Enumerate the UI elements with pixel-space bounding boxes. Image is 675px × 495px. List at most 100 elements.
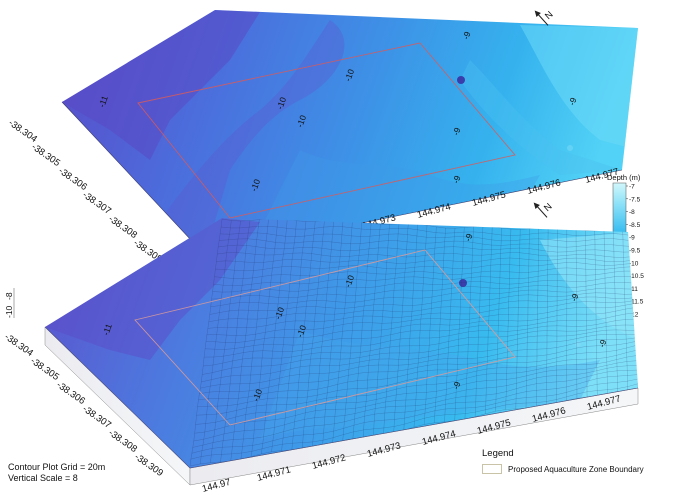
mesh-line [352, 223, 372, 439]
mesh-line [261, 219, 288, 454]
top-contour-label: -10 [274, 95, 288, 110]
mesh-line [210, 220, 241, 463]
colorbar-tick-label: -10.5 [629, 273, 644, 280]
mesh-line [393, 223, 409, 434]
mesh-line [301, 220, 325, 450]
mesh-line [250, 218, 279, 457]
bottom-contour-label: -9 [596, 338, 608, 349]
top-contour-label: -10 [248, 177, 262, 192]
bottom-lat-tick: -38.304 [2, 331, 35, 358]
mesh-grid [189, 218, 638, 467]
mesh-line [212, 276, 634, 293]
mesh-line [192, 374, 638, 448]
side-axis-tick: -10 [4, 305, 14, 318]
colorbar-tick-label: -7.5 [629, 196, 641, 203]
bottom-contour-label: -10 [250, 387, 264, 402]
mesh-line [190, 383, 638, 460]
mesh-line [362, 224, 381, 438]
mesh-line [585, 230, 588, 398]
mesh-line [525, 228, 530, 409]
legend-entry: Proposed Aquaculture Zone Boundary [482, 464, 644, 474]
mesh-line [206, 303, 635, 336]
depth-side-axis: -8 -10 [4, 288, 15, 318]
mesh-line [464, 226, 474, 420]
top-lat-tick: -38.306 [56, 165, 89, 192]
colorbar-tick-label: -7 [629, 184, 635, 191]
mesh-line [197, 350, 637, 407]
bottom-lat-tick: -38.305 [28, 355, 61, 382]
mesh-line [189, 219, 223, 467]
top-contour-label: -9 [450, 174, 462, 185]
mesh-line [213, 270, 634, 286]
mesh-line [211, 282, 634, 300]
bottom-north-arrow-icon: N [533, 201, 555, 218]
bottom-lat-tick: -38.306 [54, 379, 87, 406]
mesh-line [454, 227, 465, 421]
deep-hole-marker [459, 279, 467, 287]
top-lat-tick: -38.308 [106, 213, 139, 240]
colorbar-tick-label: -11.5 [629, 299, 644, 306]
top-contour-label: -9 [566, 96, 578, 107]
mesh-line [214, 266, 634, 279]
legend-title: Legend [482, 448, 514, 459]
mesh-line [575, 229, 578, 399]
mesh-line [373, 224, 390, 437]
mesh-line [424, 226, 437, 425]
colorbar-tick-label: -9 [629, 235, 635, 242]
mesh-line [207, 300, 635, 329]
mesh-line [194, 365, 638, 434]
bottom-contour-label: -9 [450, 380, 462, 391]
mesh-line [205, 312, 636, 350]
top-contour-label: -9 [450, 126, 462, 137]
top-lat-tick: -38.305 [29, 141, 62, 168]
mesh-line [220, 232, 633, 242]
mesh-line [413, 225, 428, 428]
mesh-line [485, 226, 493, 414]
mesh-line [556, 227, 558, 404]
mesh-line [322, 219, 344, 447]
grid-note: Contour Plot Grid = 20m [8, 462, 106, 472]
mesh-line [205, 307, 636, 343]
mesh-line [196, 355, 637, 416]
colorbar-tick-label: -8.5 [629, 222, 641, 229]
bottom-surface-edge [44, 326, 639, 469]
bottom-lat-tick: -38.308 [106, 427, 139, 454]
mesh-line [434, 228, 446, 423]
colorbar-tick-label: -8 [629, 209, 635, 216]
mesh-line [546, 227, 549, 406]
bottom-zone-boundary [134, 249, 516, 426]
top-contour-label: -11 [96, 94, 109, 109]
mesh-line [230, 219, 260, 462]
mesh-line [191, 378, 638, 454]
bottom-contour-label: -10 [342, 273, 356, 288]
mesh-line [240, 218, 269, 460]
mesh-line [193, 369, 638, 442]
mesh-line [444, 228, 456, 422]
mesh-line [332, 220, 353, 444]
bottom-contour-label: -9 [462, 232, 474, 243]
mesh-line [208, 296, 635, 322]
bottom-mesh-surface [44, 218, 639, 486]
mesh-line [603, 230, 608, 396]
mesh-line [204, 318, 636, 358]
svg-text:N: N [543, 9, 556, 22]
mesh-line [215, 262, 634, 271]
top-contour-label: -9 [460, 30, 472, 41]
bottom-surface-shading [45, 218, 638, 467]
mesh-line [495, 228, 502, 412]
mesh-line [515, 229, 521, 409]
bottom-contour-label: -11 [100, 322, 113, 337]
top-lat-tick: -38.304 [6, 117, 39, 144]
colorbar-tick-label: -11 [629, 286, 638, 293]
mesh-line [536, 227, 539, 408]
mesh-line [403, 223, 418, 431]
colorbar-tick-label: -12 [629, 312, 639, 319]
top-contour-label: -10 [294, 113, 308, 128]
mesh-line [342, 221, 362, 441]
colorbar-tick-label: -9.5 [629, 248, 641, 255]
mesh-line [201, 334, 636, 383]
mesh-line [200, 220, 232, 464]
mesh-line [219, 238, 633, 248]
side-axis-tick: -8 [4, 292, 14, 300]
